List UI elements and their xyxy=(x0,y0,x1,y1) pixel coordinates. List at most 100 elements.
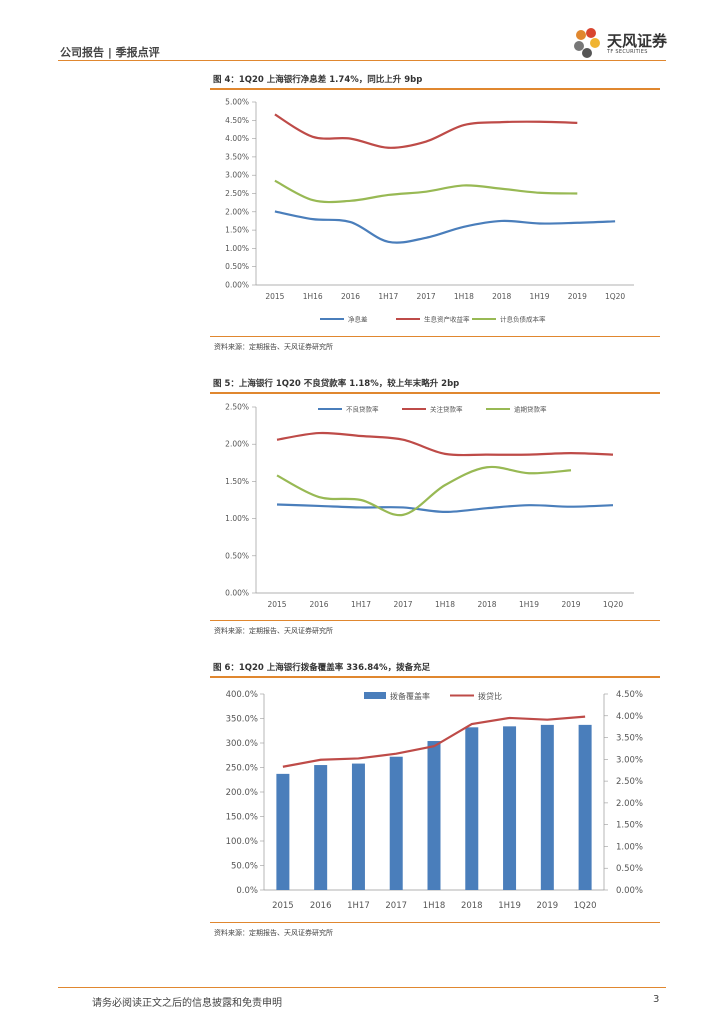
fig6-y2tick-label: 1.50% xyxy=(616,821,643,831)
fig6-bar xyxy=(389,756,403,890)
fig4-ytick-label: 1.50% xyxy=(225,226,249,235)
fig6-bar xyxy=(503,726,517,890)
figure-5-bottom-rule xyxy=(210,620,660,621)
fig6-y2tick-label: 3.50% xyxy=(616,734,643,744)
footer-disclaimer: 请务必阅读正文之后的信息披露和免责申明 xyxy=(92,998,282,1009)
fig4-xtick-label: 1H17 xyxy=(378,292,398,301)
fig6-ytick-label: 300.0% xyxy=(226,739,258,749)
fig5-xtick-label: 2019 xyxy=(561,600,580,609)
fig5-xtick-label: 1H18 xyxy=(435,600,455,609)
fig6-bar xyxy=(351,763,365,890)
fig5-legend-label-2: 逾期贷款率 xyxy=(514,405,547,414)
fig5-ytick-label: 0.50% xyxy=(225,551,249,560)
fig6-y2tick-label: 3.00% xyxy=(616,755,643,765)
fig5-ytick-label: 1.00% xyxy=(225,514,249,523)
fig4-ytick-label: 0.50% xyxy=(225,262,249,271)
figure-4-source: 资料来源：定期报告、天风证券研究所 xyxy=(214,343,333,351)
fig6-y2tick-label: 0.00% xyxy=(616,886,643,896)
fig6-ytick-label: 350.0% xyxy=(226,715,258,725)
fig4-xtick-label: 2015 xyxy=(265,292,284,301)
fig6-xtick-label: 1Q20 xyxy=(574,901,597,911)
fig4-xtick-label: 1H16 xyxy=(303,292,323,301)
fig6-y2tick-label: 2.50% xyxy=(616,777,643,787)
fig6-y2tick-label: 1.00% xyxy=(616,842,643,852)
fig4-ytick-label: 4.50% xyxy=(225,116,249,125)
fig5-ytick-label: 0.00% xyxy=(225,589,249,598)
fig4-xtick-label: 1H19 xyxy=(530,292,550,301)
figure-6-top-rule xyxy=(210,676,660,678)
fig5-xtick-label: 2018 xyxy=(477,600,496,609)
fig4-series-line-1 xyxy=(274,113,578,149)
fig6-legend-label-0: 拨备覆盖率 xyxy=(390,691,430,701)
page-number: 3 xyxy=(653,994,660,1005)
fig6-y2tick-label: 2.00% xyxy=(616,799,643,809)
fig6-ytick-label: 200.0% xyxy=(226,788,258,798)
logo-chinese-name: 天风证券 xyxy=(607,32,668,50)
fig6-ytick-label: 100.0% xyxy=(226,837,258,847)
fig4-ytick-label: 3.50% xyxy=(225,152,249,161)
fig6-bar xyxy=(314,765,328,890)
figure-5-top-rule xyxy=(210,392,660,394)
fig5-series-line-1 xyxy=(276,431,614,457)
figure-6-source: 资料来源：定期报告、天风证券研究所 xyxy=(214,929,333,937)
fig6-xtick-label: 1H18 xyxy=(423,901,446,911)
figure-6-bottom-rule xyxy=(210,922,660,923)
fig5-series-line-0 xyxy=(276,503,614,514)
fig4-legend-label-1: 生息资产收益率 xyxy=(424,315,470,324)
fig6-bar xyxy=(578,724,592,890)
fig6-ytick-label: 50.0% xyxy=(231,862,258,872)
fig4-xtick-label: 1H18 xyxy=(454,292,474,301)
fig4-xtick-label: 2018 xyxy=(492,292,511,301)
fig6-xtick-label: 2018 xyxy=(461,901,483,911)
fig4-legend-label-0: 净息差 xyxy=(348,315,368,324)
fig6-legend-label-1: 拨贷比 xyxy=(478,691,502,701)
fig4-ytick-label: 1.00% xyxy=(225,244,249,253)
company-logo: 天风证券 TF SECURITIES xyxy=(570,26,670,60)
fig6-ytick-label: 150.0% xyxy=(226,813,258,823)
fig6-bar xyxy=(540,724,554,890)
fig5-ytick-label: 1.50% xyxy=(225,477,249,486)
fig5-ytick-label: 2.50% xyxy=(225,403,249,412)
figure-4-top-rule xyxy=(210,88,660,90)
logo-english-name: TF SECURITIES xyxy=(607,49,648,55)
fig6-xtick-label: 2015 xyxy=(272,901,294,911)
fig5-xtick-label: 1H19 xyxy=(519,600,539,609)
fig4-series-line-0 xyxy=(274,210,616,244)
fig5-series-line-2 xyxy=(276,465,572,517)
figure-5-title: 图 5：上海银行 1Q20 不良贷款率 1.18%，较上年末略升 2bp xyxy=(213,379,460,389)
fig5-legend-label-0: 不良贷款率 xyxy=(346,405,379,414)
fig4-xtick-label: 2019 xyxy=(568,292,587,301)
figure-5-source: 资料来源：定期报告、天风证券研究所 xyxy=(214,627,333,635)
fig6-xtick-label: 1H19 xyxy=(498,901,521,911)
footer-divider xyxy=(58,987,666,988)
fig6-legend-swatch-0 xyxy=(364,692,386,699)
fig4-legend-label-2: 计息负债成本率 xyxy=(500,315,546,324)
figure-4-chart: 0.00% 0.50% 1.00% 1.50% 2.00% 2.50% 3.00% 3.50%… xyxy=(225,98,634,324)
flower-logo-icon xyxy=(574,28,600,58)
figure-5-chart: 0.00% 0.50% 1.00% 1.50% 2.00% 2.50% 2015 2016 1H… xyxy=(225,403,634,609)
fig6-ytick-label: 250.0% xyxy=(226,764,258,774)
figure-4-title: 图 4：1Q20 上海银行净息差 1.74%，同比上升 9bp xyxy=(213,75,423,85)
fig6-series-line xyxy=(282,715,586,768)
fig5-xtick-label: 2017 xyxy=(393,600,412,609)
fig6-bar xyxy=(465,727,479,890)
fig6-y2tick-label: 4.50% xyxy=(616,690,643,700)
report-type: 公司报告 | 季报点评 xyxy=(60,46,160,59)
fig4-ytick-label: 2.50% xyxy=(225,189,249,198)
fig6-bar xyxy=(276,773,290,890)
fig4-ytick-label: 2.00% xyxy=(225,207,249,216)
fig4-xtick-label: 2016 xyxy=(341,292,360,301)
fig5-xtick-label: 2016 xyxy=(309,600,328,609)
fig6-ytick-label: 0.0% xyxy=(236,886,258,896)
fig5-xtick-label: 1Q20 xyxy=(603,600,623,609)
fig6-xtick-label: 2017 xyxy=(385,901,407,911)
header-divider xyxy=(58,60,666,61)
fig5-legend-label-1: 关注贷款率 xyxy=(430,405,463,414)
fig4-ytick-label: 5.00% xyxy=(225,98,249,107)
fig6-y2tick-label: 4.00% xyxy=(616,712,643,722)
fig4-series-line-2 xyxy=(274,179,578,204)
fig6-ytick-label: 400.0% xyxy=(226,690,258,700)
figure-6-chart: 0.0% 50.0% 100.0% 150.0% 200.0% 250.0% 300.0% 3… xyxy=(226,690,643,911)
fig6-bar xyxy=(427,741,441,890)
figure-4-bottom-rule xyxy=(210,336,660,337)
